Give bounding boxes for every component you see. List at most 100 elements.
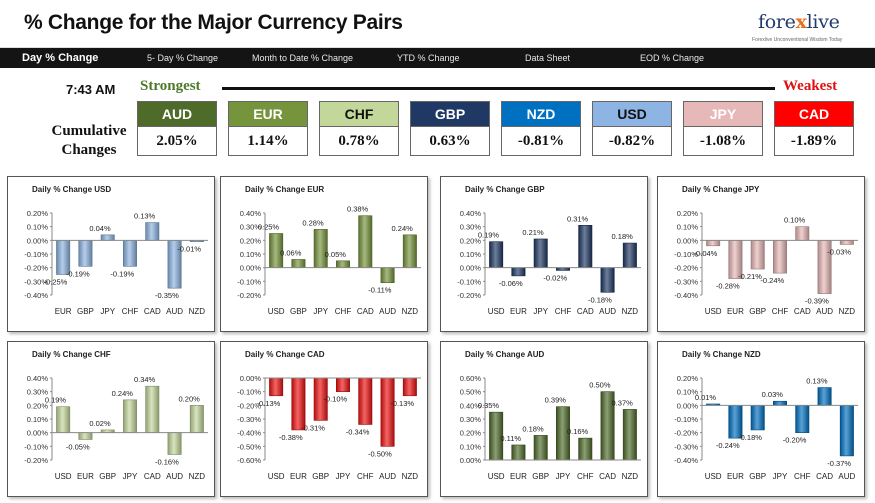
data-label: 0.13%: [806, 377, 828, 386]
chart-title: Daily % Change EUR: [245, 185, 325, 194]
bar-aud: [380, 377, 395, 447]
x-tick-label: NZD: [622, 472, 639, 481]
chart-cad-svg: 0.00% -0.10% -0.20% -0.30% -0.40% -0.50% -0.60…: [237, 374, 421, 481]
y-tick-label: 0.30%: [460, 415, 482, 424]
x-tick-label: AUD: [379, 472, 396, 481]
currency-value: 1.14%: [247, 133, 289, 149]
bar-gbp: [750, 240, 765, 270]
x-tick-label: EUR: [510, 307, 527, 316]
data-label: -0.21%: [738, 272, 762, 281]
y-tick-label: -0.40%: [237, 429, 261, 438]
bar-cad: [145, 222, 160, 241]
data-label: -0.19%: [110, 269, 134, 278]
tab-5day-change[interactable]: 5- Day % Change: [147, 53, 219, 63]
data-label: 0.35%: [478, 401, 500, 410]
y-tick-label: -0.40%: [674, 456, 698, 465]
x-tick-label: CAD: [794, 307, 811, 316]
x-tick-label: JPY: [533, 307, 548, 316]
y-tick-label: -0.10%: [24, 442, 48, 451]
y-tick-label: 0.10%: [677, 388, 699, 397]
x-tick-label: GBP: [77, 307, 94, 316]
bar-gbp: [291, 259, 306, 268]
data-label: 0.02%: [89, 419, 111, 428]
cumulative-label-line1: Cumulative: [51, 123, 127, 139]
data-label: 0.04%: [89, 224, 111, 233]
bar-cad: [145, 385, 160, 433]
currency-value: -1.89%: [790, 133, 838, 149]
x-tick-label: NZD: [189, 307, 206, 316]
data-label: 0.28%: [302, 218, 324, 227]
chart-nzd-svg: 0.20% 0.10% 0.00% -0.10% -0.20% -0.30% -0.40% 0…: [674, 374, 858, 481]
tab-data-sheet[interactable]: Data Sheet: [525, 53, 571, 63]
bar-nzd: [622, 409, 637, 461]
currency-box-cad: CAD -1.89%: [774, 101, 854, 156]
data-label: -0.28%: [716, 282, 740, 291]
data-label: -0.24%: [760, 276, 784, 285]
x-tick-label: CAD: [577, 307, 594, 316]
bar-aud: [839, 405, 854, 457]
data-label: -0.13%: [257, 399, 281, 408]
currency-name: JPY: [684, 102, 762, 127]
currency-value: -1.08%: [699, 133, 747, 149]
bar-eur: [291, 377, 306, 431]
chart-title: Daily % Change USD: [32, 185, 112, 194]
bar-jpy: [773, 400, 787, 406]
tab-eod-change[interactable]: EOD % Change: [640, 53, 705, 63]
data-label: -0.34%: [346, 427, 370, 436]
x-tick-label: JPY: [123, 472, 138, 481]
bar-chf: [773, 240, 787, 274]
x-tick-label: USD: [488, 307, 505, 316]
bar-jpy: [336, 377, 350, 392]
x-tick-label: EUR: [727, 472, 744, 481]
data-label: -0.18%: [738, 433, 762, 442]
bar-jpy: [123, 399, 137, 433]
x-tick-label: USD: [705, 472, 722, 481]
bar-aud: [167, 432, 182, 455]
y-tick-label: 0.30%: [240, 223, 262, 232]
x-tick-label: GBP: [312, 472, 329, 481]
x-tick-label: GBP: [99, 472, 116, 481]
y-tick-label: -0.20%: [674, 264, 698, 273]
tab-month-to-date-change[interactable]: Month to Date % Change: [252, 53, 354, 63]
bar-eur: [511, 444, 526, 461]
data-label: -0.24%: [716, 441, 740, 450]
currency-box-aud: AUD 2.05%: [137, 101, 217, 156]
currency-name: NZD: [502, 102, 580, 127]
chart-aud-svg: 0.60% 0.50% 0.40% 0.30% 0.20% 0.10% 0.00% 0.35%…: [460, 374, 641, 481]
cumulative-changes-label: Cumulative Changes: [44, 122, 134, 160]
x-tick-label: AUD: [166, 307, 183, 316]
chart-title: Daily % Change GBP: [465, 185, 545, 194]
data-label: -0.10%: [323, 395, 347, 404]
x-tick-label: CAD: [144, 307, 161, 316]
currency-value: -0.82%: [608, 133, 656, 149]
forexlive-logo[interactable]: forexlive Forexlive Unconventional Wisdo…: [744, 8, 852, 44]
data-label: 0.16%: [567, 427, 589, 436]
x-tick-label: EUR: [290, 472, 307, 481]
x-tick-label: CHF: [794, 472, 811, 481]
currency-value: -0.81%: [517, 133, 565, 149]
bar-nzd: [402, 377, 417, 397]
strength-scale-line: [222, 87, 775, 90]
logo-tagline: Forexlive Unconventional Wisdom Today: [752, 37, 843, 43]
bar-nzd: [622, 242, 637, 268]
tab-ytd-change[interactable]: YTD % Change: [397, 53, 460, 63]
x-tick-label: JPY: [100, 307, 115, 316]
bar-gbp: [750, 405, 765, 431]
y-tick-label: 0.20%: [677, 374, 699, 383]
chart-title: Daily % Change NZD: [682, 350, 761, 359]
tab-day-change[interactable]: Day % Change: [22, 52, 99, 64]
y-tick-label: 0.20%: [460, 429, 482, 438]
y-tick-label: 0.40%: [240, 209, 262, 218]
data-label: -0.35%: [155, 291, 179, 300]
chart-panel-aud: Daily % Change AUD 0.60% 0.50% 0.40% 0.30% 0…: [440, 341, 648, 497]
y-tick-label: -0.10%: [24, 250, 48, 259]
data-label: -0.02%: [543, 273, 567, 282]
x-tick-label: CAD: [357, 307, 374, 316]
chart-title: Daily % Change CHF: [32, 350, 111, 359]
y-tick-label: -0.30%: [674, 442, 698, 451]
currency-name: CAD: [775, 102, 853, 127]
y-tick-label: 0.10%: [27, 223, 49, 232]
chart-title: Daily % Change AUD: [465, 350, 545, 359]
x-tick-label: CAD: [816, 472, 833, 481]
bar-eur: [511, 267, 526, 277]
